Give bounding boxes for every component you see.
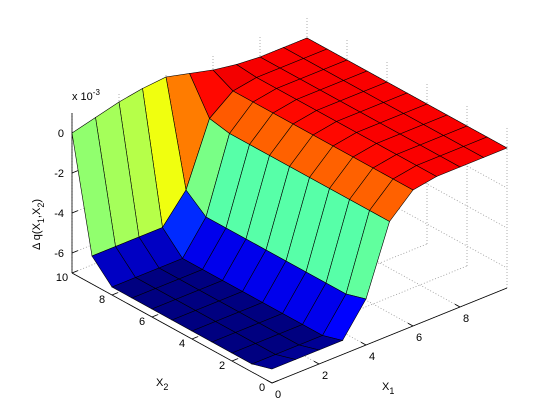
- x-label-text: X: [382, 381, 390, 393]
- z-axis-label: Δ q(X1,X2): [31, 199, 46, 250]
- tick-mark: [71, 270, 79, 274]
- tick-mark: [71, 170, 79, 174]
- y-tick-label: 6: [139, 316, 145, 328]
- z-label-sub: 2: [36, 203, 46, 208]
- z-tick-label: -4: [54, 208, 64, 220]
- y-axis-label: X2: [156, 377, 168, 392]
- y-tick-label: 10: [56, 272, 68, 284]
- z-label-sub: 1: [36, 218, 46, 223]
- tick-mark: [191, 336, 199, 340]
- x-tick-label: 6: [416, 332, 422, 344]
- y-tick-label: 4: [179, 338, 185, 350]
- z-label-text: ): [31, 199, 43, 203]
- axis-line: [71, 272, 273, 384]
- z-label-text: Δ q(X: [31, 222, 43, 250]
- tick-mark: [407, 322, 414, 327]
- exponent-label: x 10-3: [72, 88, 100, 103]
- tick-mark: [454, 303, 461, 308]
- x-axis-label: X1: [382, 381, 394, 396]
- axis-line: [271, 287, 508, 384]
- z-tick-label: -2: [54, 168, 64, 180]
- tick-mark: [151, 314, 159, 318]
- x-tick-label: 8: [463, 313, 469, 325]
- y-tick-label: 2: [219, 360, 225, 372]
- y-label-text: X: [156, 377, 164, 389]
- y-label-sub: 2: [163, 382, 168, 392]
- tick-mark: [71, 250, 79, 254]
- tick-mark: [231, 358, 239, 362]
- x-label-sub: 1: [389, 386, 394, 396]
- tick-mark: [71, 210, 79, 214]
- exponent-sup: -3: [93, 88, 101, 97]
- grid-line: [306, 157, 508, 269]
- tick-mark: [360, 341, 367, 346]
- x-tick-label: 2: [322, 370, 328, 382]
- y-tick-label: 8: [99, 294, 105, 306]
- x-tick-label: 4: [369, 351, 375, 363]
- x-tick-label: 0: [275, 389, 281, 401]
- surface-patch: [251, 354, 297, 370]
- tick-mark: [313, 360, 320, 365]
- z-tick-label: -6: [54, 248, 64, 260]
- exponent-base: x 10: [72, 91, 93, 103]
- tick-mark: [111, 292, 119, 296]
- z-tick-label: 0: [58, 128, 64, 140]
- z-label-text: ,X: [31, 207, 43, 218]
- y-tick-label: 0: [259, 382, 265, 394]
